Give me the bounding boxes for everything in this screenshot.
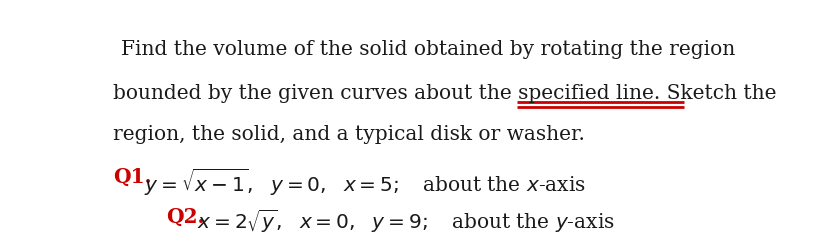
Text: Q1.: Q1. — [113, 167, 151, 187]
Text: Find the volume of the solid obtained by rotating the region: Find the volume of the solid obtained by… — [121, 40, 735, 60]
Text: region, the solid, and a typical disk or washer.: region, the solid, and a typical disk or… — [113, 125, 584, 144]
Text: Q2.: Q2. — [166, 207, 205, 227]
Text: bounded by the given curves about the specified line. Sketch the: bounded by the given curves about the sp… — [113, 84, 777, 103]
Text: $x = 2\sqrt{y},\ \ x = 0,\ \ y = 9;$   about the $y$-axis: $x = 2\sqrt{y},\ \ x = 0,\ \ y = 9;$ abo… — [197, 207, 615, 235]
Text: $y = \sqrt{x-1},\ \ y = 0,\ \ x = 5;$   about the $x$-axis: $y = \sqrt{x-1},\ \ y = 0,\ \ x = 5;$ ab… — [144, 167, 586, 198]
